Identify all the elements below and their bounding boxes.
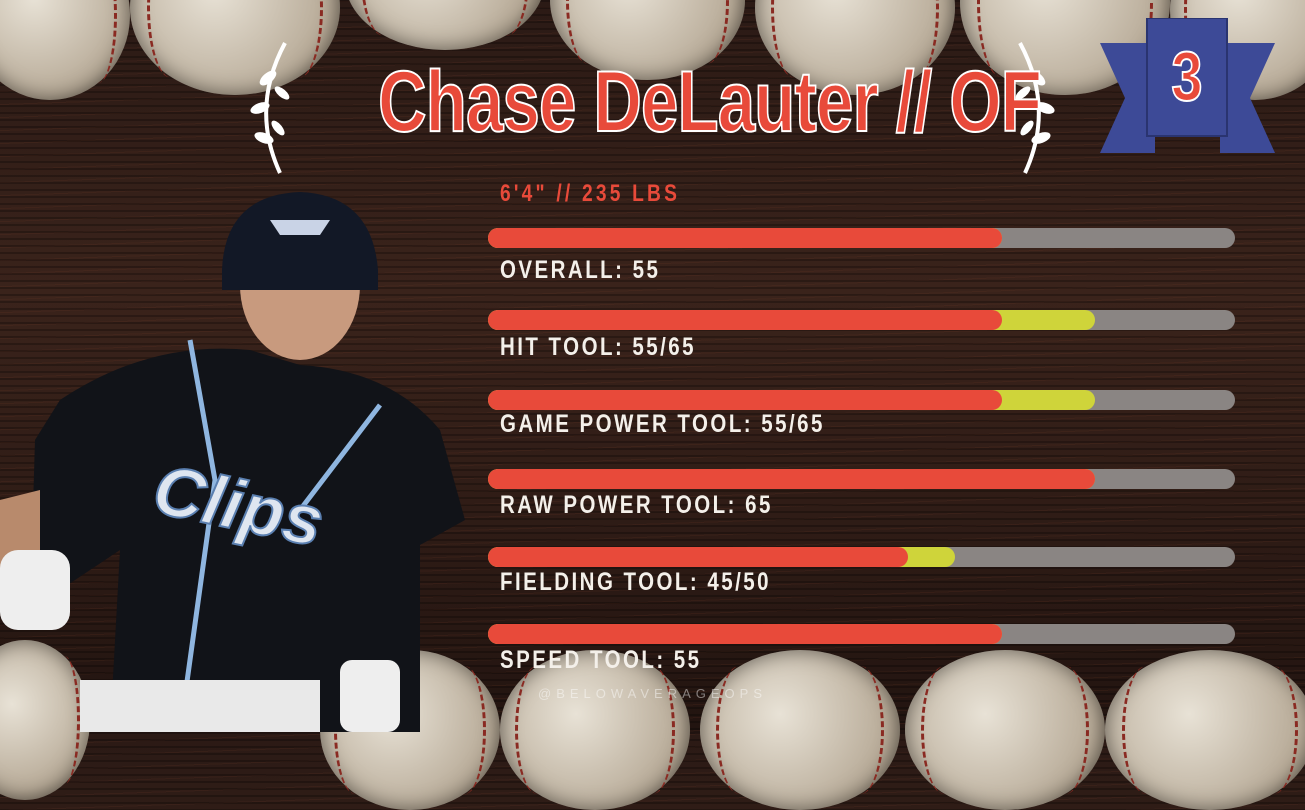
current-grade-fill — [488, 228, 1002, 248]
current-grade-fill — [488, 624, 1002, 644]
tool-label: HIT TOOL: 55/65 — [500, 333, 697, 361]
tool-label: FIELDING TOOL: 45/50 — [500, 568, 771, 596]
tool-label: SPEED TOOL: 55 — [500, 646, 702, 674]
current-grade-fill — [488, 390, 1002, 410]
baseball-image — [130, 0, 340, 95]
tool-label: GAME POWER TOOL: 55/65 — [500, 410, 825, 438]
baseball-image — [0, 0, 130, 100]
tool-bar — [488, 228, 1235, 248]
current-grade-fill — [488, 469, 1095, 489]
player-photo: Clips — [0, 192, 465, 732]
current-grade-fill — [488, 310, 1002, 330]
laurel-left-icon — [240, 38, 300, 207]
tool-bar — [488, 390, 1235, 410]
measurements: 6'4" // 235 LBS — [500, 180, 681, 207]
laurel-right-icon — [1005, 38, 1065, 207]
watermark-handle: @BELOWAVERAGEOPS — [538, 686, 768, 701]
player-title: Chase DeLauter // OF — [377, 53, 1042, 151]
tool-bar — [488, 469, 1235, 489]
tool-label: OVERALL: 55 — [500, 256, 661, 284]
rank-badge: 3 — [1100, 17, 1275, 158]
baseball-image — [905, 650, 1105, 810]
current-grade-fill — [488, 547, 909, 567]
tool-bar — [488, 624, 1235, 644]
tool-bar — [488, 547, 1235, 567]
rank-number: 3 — [1171, 36, 1204, 116]
baseball-image — [345, 0, 545, 50]
baseball-image — [1105, 650, 1305, 810]
tool-bar — [488, 310, 1235, 330]
baseball-image — [700, 650, 900, 810]
tool-label: RAW POWER TOOL: 65 — [500, 491, 773, 519]
